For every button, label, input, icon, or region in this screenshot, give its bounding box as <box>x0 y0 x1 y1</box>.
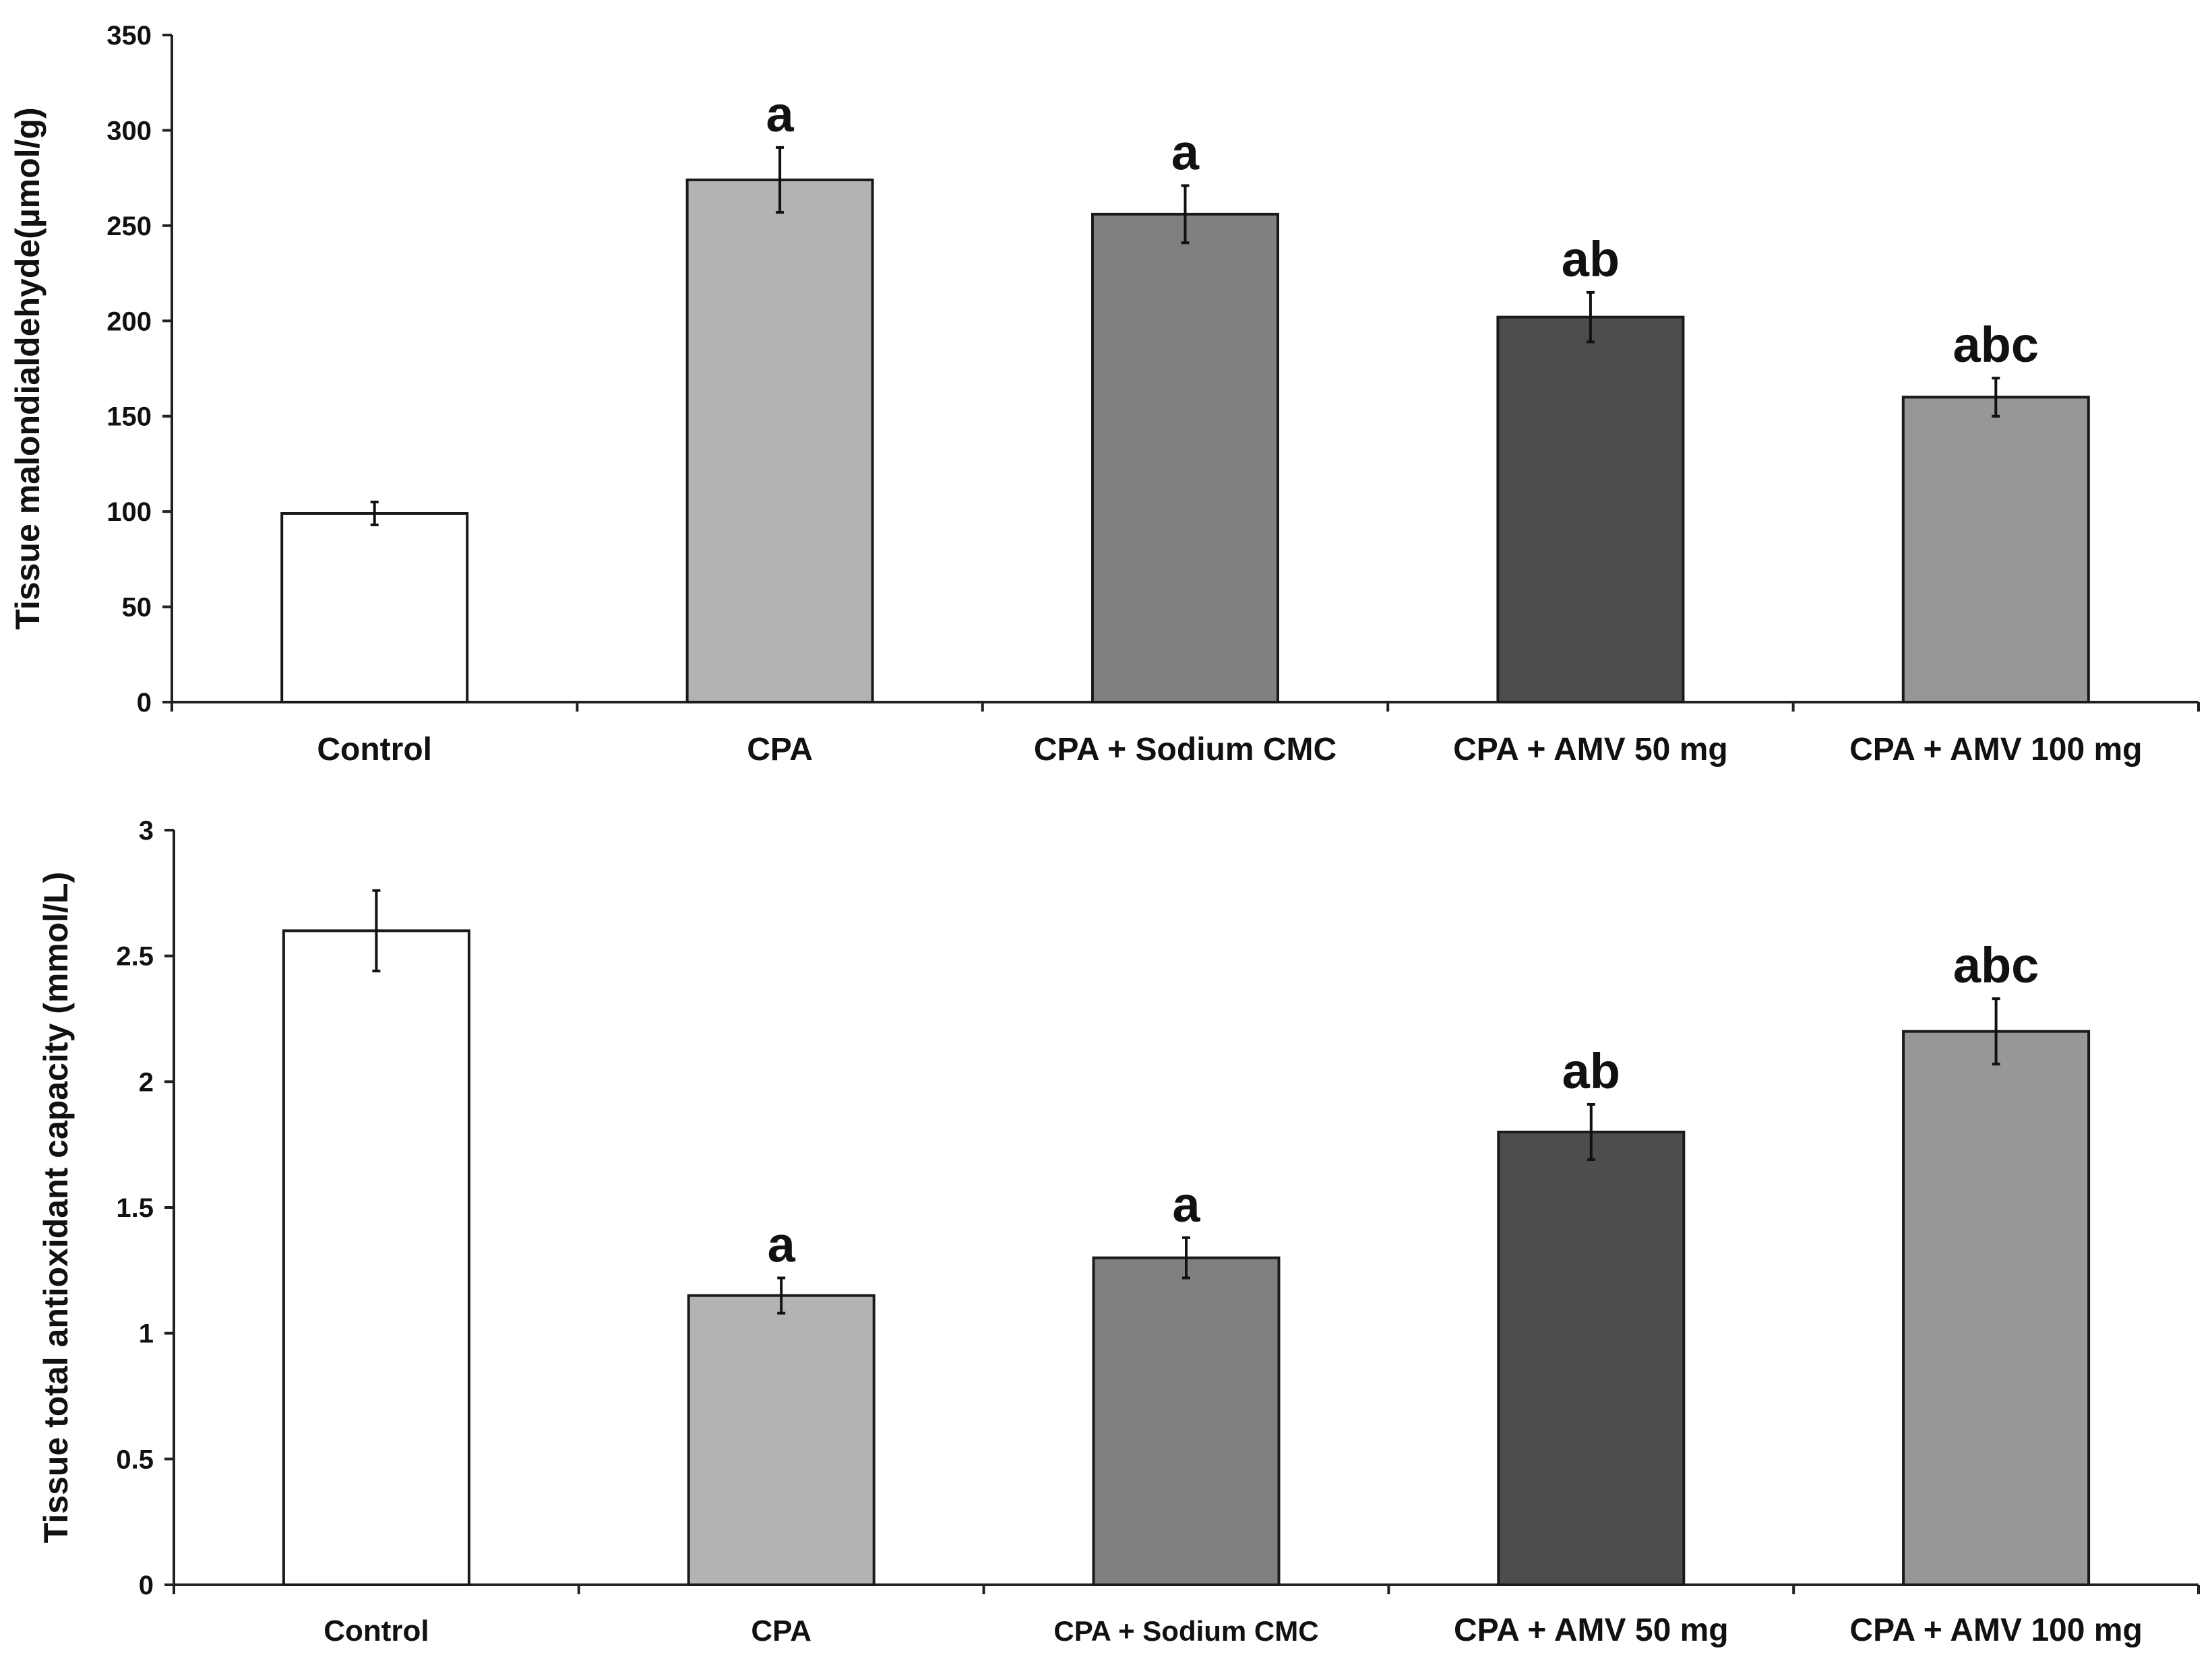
y-tick-label: 250 <box>106 212 152 241</box>
category-label: CPA + Sodium CMC <box>1034 732 1337 767</box>
significance-label: a <box>1172 1176 1200 1232</box>
category-label: CPA + AMV 100 mg <box>1849 732 2142 767</box>
y-tick-label: 300 <box>106 116 152 146</box>
y-tick-label: 0 <box>137 688 152 718</box>
significance-label: a <box>766 86 795 142</box>
bar-3 <box>1091 212 1279 703</box>
category-label: Control <box>317 732 432 767</box>
y-tick-label: 50 <box>122 593 152 623</box>
significance-label: a <box>1171 124 1200 180</box>
significance-label: abc <box>1953 937 2039 993</box>
category-label: CPA + AMV 100 mg <box>1849 1612 2142 1648</box>
significance-label: ab <box>1562 231 1620 287</box>
y-axis-title: Tissue total antioxidant capacity (mmol/… <box>37 872 75 1543</box>
category-label: Control <box>324 1614 429 1647</box>
significance-label: abc <box>1953 317 2039 373</box>
malondialdehyde-chart: 0 50 100 150 200 250 300 350 Control a CPA a CPA + S… <box>9 21 2200 767</box>
antioxidant-capacity-chart: 0 0.5 1 1.5 2 2.5 3 Control a CPA a CPA + Sodium CM… <box>37 816 2200 1648</box>
bar-5 <box>1901 396 2090 704</box>
category-label: CPA <box>747 732 813 767</box>
bar-2 <box>687 1294 875 1586</box>
y-tick-label: 0.5 <box>116 1445 154 1474</box>
category-label: CPA + Sodium CMC <box>1053 1615 1318 1647</box>
y-tick-label: 2.5 <box>116 942 154 972</box>
bar-2 <box>685 178 874 703</box>
bar-1 <box>282 929 470 1587</box>
significance-label: ab <box>1562 1043 1620 1099</box>
bar-1 <box>280 511 469 703</box>
y-tick-label: 0 <box>139 1571 154 1600</box>
y-tick-label: 350 <box>106 21 152 51</box>
y-tick-label: 1 <box>139 1319 154 1349</box>
y-tick-label: 3 <box>139 816 154 846</box>
y-tick-label: 150 <box>106 402 152 432</box>
category-label: CPA + AMV 50 mg <box>1454 1612 1729 1648</box>
category-label: CPA + AMV 50 mg <box>1453 732 1728 767</box>
bar-5 <box>1902 1030 2091 1586</box>
y-tick-label: 2 <box>139 1067 154 1097</box>
y-tick-label: 200 <box>106 307 152 336</box>
y-tick-label: 100 <box>106 497 152 527</box>
bar-4 <box>1496 315 1685 703</box>
y-tick-label: 1.5 <box>116 1193 154 1223</box>
significance-label: a <box>768 1217 796 1273</box>
bar-3 <box>1092 1256 1281 1586</box>
y-axis-title: Tissue malondialdehyde(µmol/g) <box>9 107 47 629</box>
category-label: CPA <box>751 1614 811 1647</box>
bar-4 <box>1497 1131 1686 1586</box>
